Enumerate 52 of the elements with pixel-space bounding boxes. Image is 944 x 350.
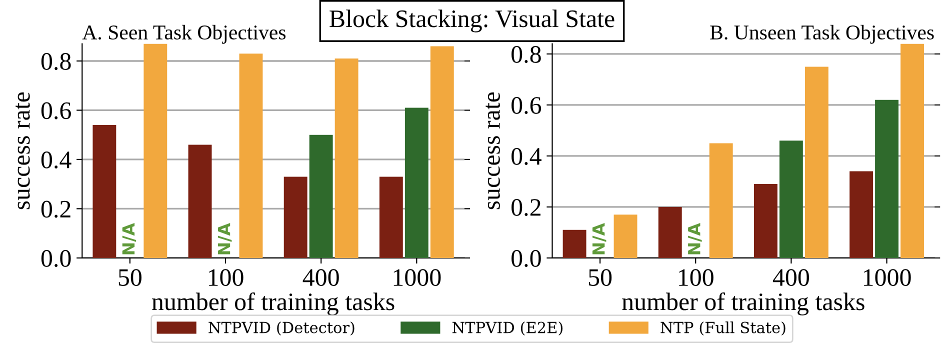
annotation: N/A [688,222,702,254]
annotation: N/A [592,222,606,254]
legend-label: NTPVID (E2E) [452,321,562,336]
legend-label: NTPVID (Detector) [208,321,354,336]
y-tick-label: 0.4 [512,148,542,165]
chart-title: B. Unseen Task Objectives [710,24,934,44]
bar [404,108,428,258]
bar [430,46,454,258]
bar [92,125,116,258]
bar [875,100,898,258]
y-axis-title: success rate [486,92,500,210]
legend-label: NTP (Full State) [660,321,786,336]
bar [709,143,733,258]
y-tick-label: 0.6 [512,97,542,114]
bar [309,134,333,258]
bar [334,58,358,258]
y-tick-label: 0.6 [41,102,71,120]
bar [658,206,682,258]
x-axis-title: number of training tasks [152,292,394,316]
x-axis-title: number of training tasks [622,292,864,316]
y-tick-label: 0.4 [41,152,72,168]
y-axis-title: success rate [16,92,30,210]
annotation: N/A [218,222,232,254]
y-tick-label: 0.0 [512,250,541,267]
text: Block Stacking: Visual State [330,10,614,32]
chart-title: A. Seen Task Objectives [82,24,286,44]
bar [850,171,874,258]
bar [779,140,803,258]
x-tick-label: 400 [772,269,809,286]
x-tick-label: 50 [118,269,142,286]
bar [804,66,828,258]
bar [144,44,168,258]
x-tick-label: 1000 [864,269,911,286]
bar [284,176,308,258]
bar [379,176,403,258]
annotation: N/A [122,222,136,254]
x-tick-label: 100 [208,269,244,286]
y-tick-label: 0.2 [512,199,540,216]
bar [614,214,638,258]
y-tick-label: 0.2 [41,200,70,218]
y-tick-label: 0.8 [41,53,71,70]
x-tick-label: 50 [588,269,612,286]
bar [188,144,212,258]
x-tick-label: 1000 [394,269,441,286]
bar [754,184,778,258]
x-tick-label: 400 [302,269,339,286]
bar [562,230,586,258]
bar [239,54,263,258]
y-tick-label: 0.0 [41,250,71,267]
y-tick-label: 0.8 [512,46,541,63]
bar [900,44,924,258]
x-tick-label: 100 [679,269,714,286]
